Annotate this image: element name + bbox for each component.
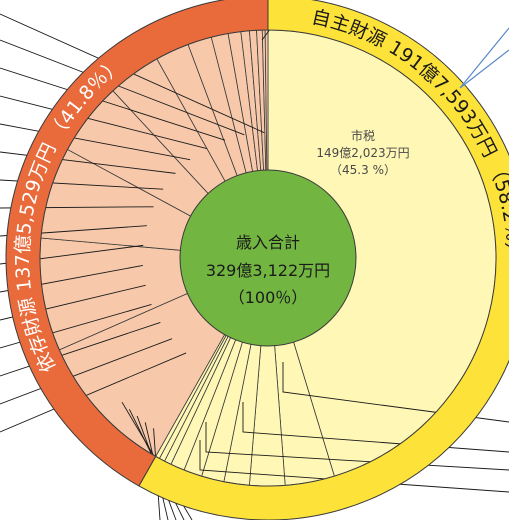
slice-label-percent: （45.3 %） [330,163,396,177]
slice-label-name: 市税 [351,128,375,143]
leader-line-left-13 [0,321,161,377]
center-total-disc [179,169,357,347]
center-amount: 329億3,122万円 [206,261,330,280]
leader-line-right-3 [199,440,509,493]
group-ring [5,0,509,520]
center-title: 歳入合計 [236,233,300,252]
group-ring-segment-0 [138,0,509,520]
callout-pointer [459,27,509,89]
leader-line-left-2 [0,67,226,141]
leader-line-left-4 [0,123,191,161]
leader-line-left-3 [0,95,207,149]
leader-line-left-1 [0,39,245,136]
leader-line-left-15 [0,352,187,433]
leader-line-right-0 [282,362,509,423]
group-ring-segment-1 [5,0,269,487]
callout-arrow [459,27,509,89]
center-percent: （100％） [229,288,308,307]
leader-line-left-14 [0,338,173,405]
slice-label-city-tax: 市税 149億2,023万円 （45.3 %） [316,128,409,177]
slice-label-amount: 149億2,023万円 [316,146,409,160]
